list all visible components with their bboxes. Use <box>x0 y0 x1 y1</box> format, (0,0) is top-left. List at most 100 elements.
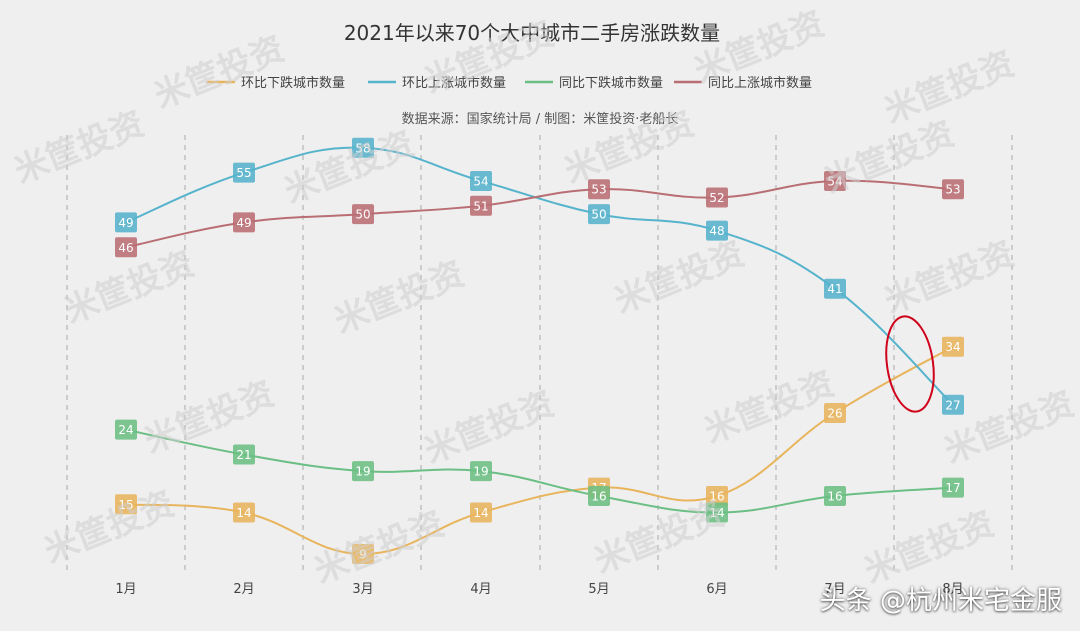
data-label-box <box>588 179 610 200</box>
data-label: 50 <box>591 208 606 222</box>
data-label: 15 <box>118 498 133 512</box>
data-label: 54 <box>473 174 488 188</box>
series-line-4 <box>125 179 954 249</box>
data-label-box <box>824 170 846 191</box>
data-label: 21 <box>236 448 251 462</box>
legend-label: 环比上涨城市数量 <box>402 75 506 91</box>
grid-lines <box>66 135 1013 572</box>
data-point: 50 <box>588 204 610 225</box>
x-axis: 1月 2月 3月 4月 5月 6月 7月 8月 <box>115 582 963 597</box>
data-label: 16 <box>591 489 606 503</box>
chart-subtitle: 数据来源：国家统计局 / 制图：米筐投资·老船长 <box>402 111 679 127</box>
data-label: 14 <box>236 506 251 520</box>
legend-item: 同比上涨城市数量 <box>674 75 812 91</box>
data-label: 34 <box>945 340 960 354</box>
data-point: 17 <box>942 477 964 498</box>
data-label-box <box>233 444 255 465</box>
legend: 环比下跌城市数量 环比上涨城市数量 同比下跌城市数量 同比上涨城市数量 <box>207 75 812 91</box>
data-label: 24 <box>118 423 133 437</box>
data-point: 16 <box>706 485 728 506</box>
data-label: 41 <box>827 282 842 296</box>
data-point: 52 <box>706 187 728 208</box>
data-label: 46 <box>118 241 133 255</box>
data-label: 48 <box>709 224 724 238</box>
data-label: 19 <box>473 465 488 479</box>
data-label-box <box>942 336 964 357</box>
data-label: 49 <box>236 216 251 230</box>
data-label-box <box>706 502 728 523</box>
data-label: 17 <box>945 481 960 495</box>
data-label: 27 <box>945 398 960 412</box>
data-point: 34 <box>942 336 964 357</box>
data-point: 50 <box>352 204 374 225</box>
x-tick-label: 7月 <box>824 582 845 597</box>
x-tick-label: 1月 <box>115 582 136 597</box>
data-point: 9 <box>352 543 374 564</box>
chart-title: 2021年以来70个大中城市二手房涨跌数量 <box>344 21 720 45</box>
data-point: 48 <box>706 220 728 241</box>
legend-label: 同比下跌城市数量 <box>559 75 663 91</box>
x-tick-label: 4月 <box>470 582 491 597</box>
data-label: 16 <box>709 489 724 503</box>
data-label-box <box>470 461 492 482</box>
data-label-box <box>233 212 255 233</box>
data-point: 54 <box>824 170 846 191</box>
data-label-box <box>942 179 964 200</box>
data-label-box <box>115 212 137 233</box>
data-point: 27 <box>942 394 964 415</box>
data-label: 14 <box>473 506 488 520</box>
x-tick-label: 3月 <box>352 582 373 597</box>
data-label-box <box>824 403 846 424</box>
data-label: 52 <box>709 191 724 205</box>
data-label: 53 <box>945 183 960 197</box>
data-point: 51 <box>470 195 492 216</box>
data-point: 26 <box>824 403 846 424</box>
data-label: 19 <box>355 465 370 479</box>
data-point: 41 <box>824 278 846 299</box>
data-point: 53 <box>942 179 964 200</box>
caption-text: 头条 @杭州米宅金服 <box>819 586 1062 616</box>
data-label-box <box>942 477 964 498</box>
data-label-box <box>588 204 610 225</box>
data-label: 26 <box>827 407 842 421</box>
data-labels: 15 14 9 14 17 16 26 34 49 55 58 54 50 48 41 27 24 21 19 19 1… <box>115 137 964 564</box>
data-label-box <box>352 204 374 225</box>
data-label-box <box>706 220 728 241</box>
data-point: 14 <box>706 502 728 523</box>
data-label-box <box>706 187 728 208</box>
legend-label: 环比下跌城市数量 <box>241 75 345 91</box>
data-point: 49 <box>115 212 137 233</box>
data-label: 49 <box>118 216 133 230</box>
data-label: 55 <box>236 166 251 180</box>
data-label-box <box>706 485 728 506</box>
data-point: 49 <box>233 212 255 233</box>
data-point: 24 <box>115 419 137 440</box>
data-label-box <box>233 502 255 523</box>
annotation-circle <box>885 315 935 413</box>
data-point: 46 <box>115 237 137 258</box>
annotation-ellipse <box>885 315 935 413</box>
data-label-box <box>115 237 137 258</box>
data-label: 53 <box>591 183 606 197</box>
data-label-box <box>115 494 137 515</box>
legend-item: 环比上涨城市数量 <box>368 75 506 91</box>
data-label-box <box>352 543 374 564</box>
x-tick-label: 8月 <box>942 582 963 597</box>
data-point: 16 <box>588 485 610 506</box>
x-tick-label: 2月 <box>233 582 254 597</box>
data-label-box <box>352 461 374 482</box>
data-point: 14 <box>233 502 255 523</box>
data-label-box <box>942 394 964 415</box>
data-label-box <box>824 485 846 506</box>
data-label: 54 <box>827 174 842 188</box>
data-point: 54 <box>470 170 492 191</box>
data-point: 21 <box>233 444 255 465</box>
data-label-box <box>824 278 846 299</box>
data-label-box <box>115 419 137 440</box>
legend-item: 环比下跌城市数量 <box>207 75 345 91</box>
legend-item: 同比下跌城市数量 <box>525 75 663 91</box>
data-point: 58 <box>352 137 374 158</box>
data-point: 19 <box>470 461 492 482</box>
x-tick-label: 6月 <box>706 582 727 597</box>
